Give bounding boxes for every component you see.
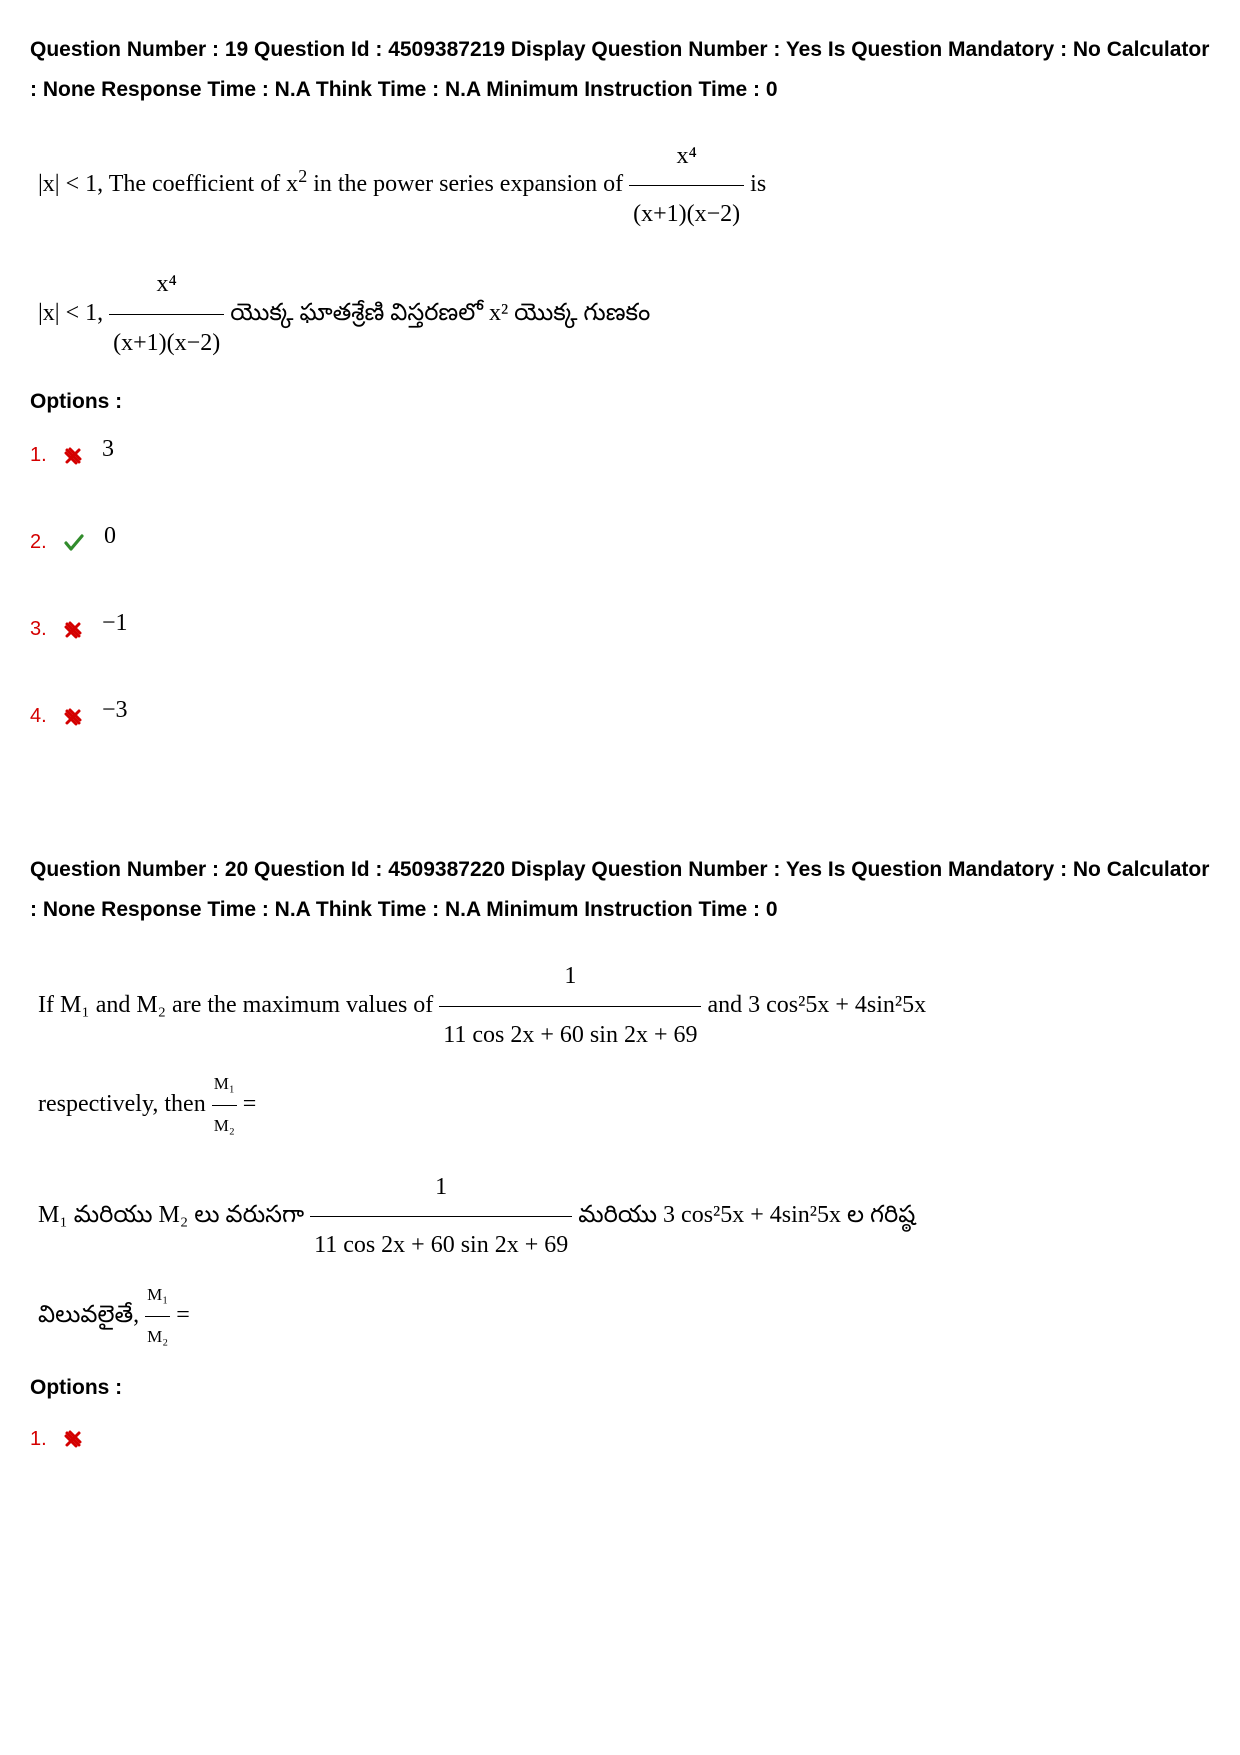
- question-math-telugu: M₁ మరియు M₂ లు వరుసగా 1 11 cos 2x + 60 s…: [38, 1159, 1210, 1358]
- option-value: −3: [102, 697, 128, 724]
- q20-line4: విలువలైతే,: [38, 1302, 145, 1328]
- option-row: 3. −1: [30, 616, 1210, 643]
- q20-ratio-te: M₁ M₂: [145, 1275, 170, 1358]
- q20-fraction: 1 11 cos 2x + 60 sin 2x + 69: [439, 948, 701, 1064]
- q19-fraction-te: x⁴ (x+1)(x−2): [109, 256, 224, 372]
- q20-fraction-te: 1 11 cos 2x + 60 sin 2x + 69: [310, 1159, 572, 1275]
- option-row: 2. 0: [30, 529, 1210, 556]
- question-math-telugu: |x| < 1, x⁴ (x+1)(x−2) యొక్క ఘాతశ్రేణి వ…: [38, 256, 1210, 372]
- question-math-english: |x| < 1, The coefficient of x2 in the po…: [38, 128, 1210, 244]
- q20-eq: =: [243, 1091, 257, 1117]
- cross-icon: [64, 1430, 82, 1448]
- q20-ratio: M₁ M₂: [212, 1064, 237, 1147]
- options-label: Options :: [30, 390, 1210, 414]
- option-value: 0: [104, 523, 116, 550]
- q20-line2: respectively, then: [38, 1091, 212, 1117]
- q20-line3-post: మరియు 3 cos²5x + 4sin²5x ల గరిష్ఠ: [578, 1202, 915, 1228]
- question-header: Question Number : 20 Question Id : 45093…: [30, 850, 1210, 930]
- options-label: Options :: [30, 1376, 1210, 1400]
- q19-line2-pre: |x| < 1,: [38, 300, 109, 326]
- q19-line1-post: is: [750, 171, 766, 197]
- q19-sup: 2: [298, 166, 307, 186]
- q19-line1-mid: in the power series expansion of: [307, 171, 629, 197]
- option-row: 1.: [30, 1428, 1210, 1451]
- q20-line1-mid: and 3 cos²5x + 4sin²5x: [707, 992, 926, 1018]
- q19-line2-post: యొక్క ఘాతశ్రేణి విస్తరణలో x² యొక్క గుణకం: [230, 300, 650, 326]
- cross-icon: [64, 621, 82, 639]
- q20-eq-te: =: [176, 1302, 190, 1328]
- option-row: 4. −3: [30, 703, 1210, 730]
- question-block-19: Question Number : 19 Question Id : 45093…: [30, 30, 1210, 730]
- option-number: 3.: [30, 618, 50, 641]
- option-number: 1.: [30, 444, 50, 467]
- question-math-english: If M₁ and M₂ are the maximum values of 1…: [38, 948, 1210, 1147]
- option-value: 3: [102, 436, 114, 463]
- q19-line1-pre: |x| < 1, The coefficient of x: [38, 171, 298, 197]
- option-number: 2.: [30, 531, 50, 554]
- q20-line3-pre: M₁ మరియు M₂ లు వరుసగా: [38, 1202, 310, 1228]
- question-block-20: Question Number : 20 Question Id : 45093…: [30, 850, 1210, 1450]
- option-value: −1: [102, 610, 128, 637]
- option-number: 1.: [30, 1428, 50, 1451]
- cross-icon: [64, 447, 82, 465]
- cross-icon: [64, 708, 82, 726]
- option-row: 1. 3: [30, 442, 1210, 469]
- option-number: 4.: [30, 705, 50, 728]
- q19-fraction: x⁴ (x+1)(x−2): [629, 128, 744, 244]
- q20-line1-pre: If M₁ and M₂ are the maximum values of: [38, 992, 439, 1018]
- question-header: Question Number : 19 Question Id : 45093…: [30, 30, 1210, 110]
- check-icon: [64, 534, 84, 552]
